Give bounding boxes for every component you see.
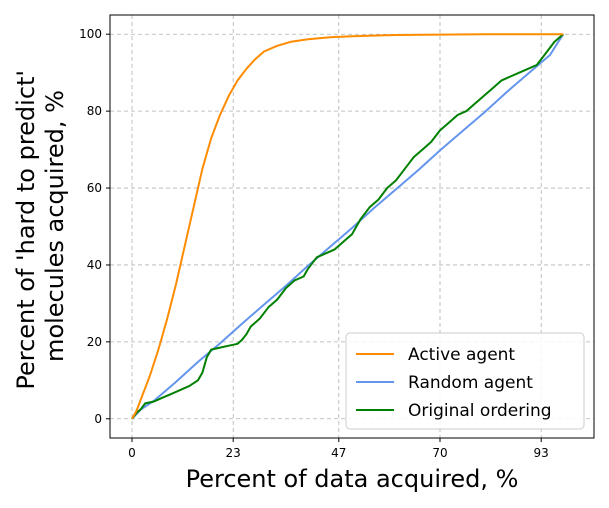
series-lines	[131, 33, 565, 420]
y-tick-label: 100	[79, 27, 102, 41]
x-tick-label: 70	[432, 446, 447, 460]
plot-frame	[109, 14, 595, 439]
y-tick-label: 60	[87, 181, 102, 195]
active-agent-line	[131, 33, 564, 420]
y-axis-title-line-1: Percent of 'hard to predict'	[12, 70, 40, 390]
x-tick-label: 23	[226, 446, 241, 460]
x-axis-title: Percent of data acquired, %	[186, 465, 519, 493]
x-tick-label: 93	[534, 446, 549, 460]
original-ordering-line	[131, 33, 564, 420]
legend-label-active-agent: Active agent	[408, 345, 515, 365]
y-axis-title-line-2: molecules acquired, %	[41, 90, 69, 362]
random-agent-line	[131, 33, 565, 420]
legend-label-random-agent: Random agent	[408, 373, 533, 393]
y-axis-title: Percent of 'hard to predict' molecules a…	[12, 62, 69, 389]
legend: Active agent Random agent Original orderin…	[345, 332, 585, 430]
x-tick-label: 0	[128, 446, 136, 460]
y-tick-label: 80	[87, 104, 102, 118]
legend-label-original-ordering: Original ordering	[408, 401, 552, 421]
y-tick-label: 40	[87, 258, 102, 272]
axis-ticks: 0 23 47 70 93 0 20 40 60 80 100	[79, 27, 549, 460]
y-tick-label: 20	[87, 335, 102, 349]
x-tick-label: 47	[331, 446, 346, 460]
y-tick-label: 0	[94, 412, 102, 426]
legend-box	[345, 332, 585, 430]
